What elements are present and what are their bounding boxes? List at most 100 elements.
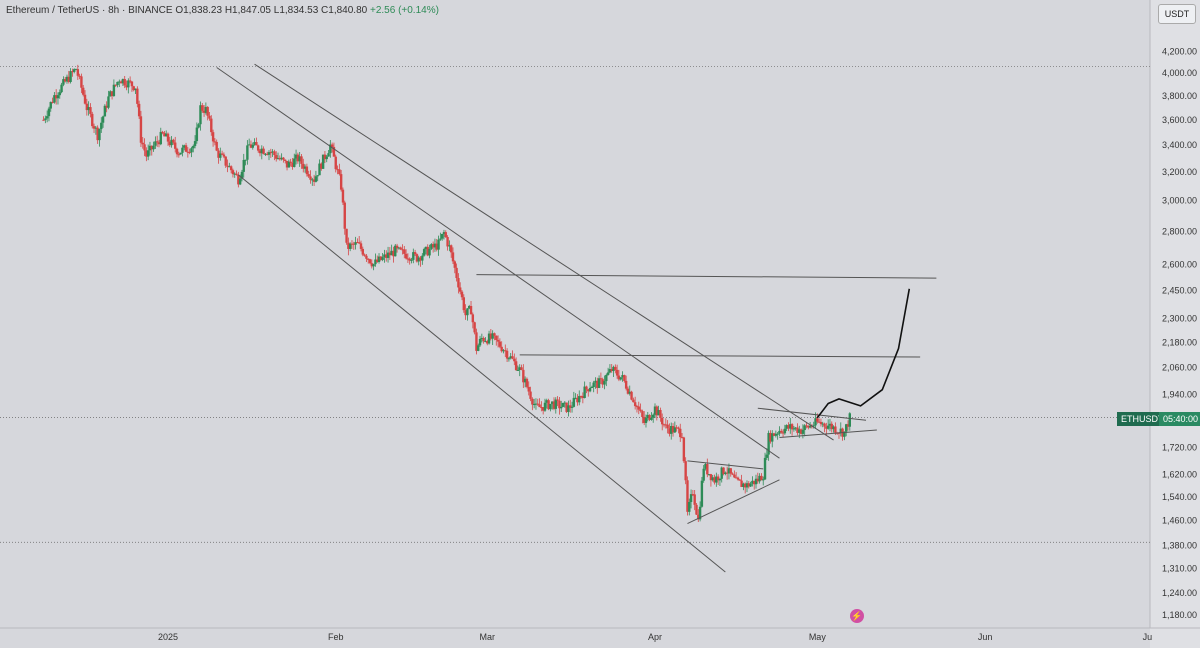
close-value: C1,840.80: [321, 5, 368, 16]
candle-body: [417, 257, 420, 262]
candle-body: [785, 425, 788, 429]
candle-body: [729, 468, 732, 474]
candle-body: [242, 159, 245, 172]
candle-body: [354, 242, 357, 245]
candle-body: [632, 399, 635, 403]
candle-body: [118, 81, 121, 83]
candle-body: [778, 430, 781, 434]
candle-body: [327, 153, 330, 157]
candle-body: [471, 314, 475, 323]
candle-body: [134, 88, 137, 91]
candle-body: [772, 433, 776, 436]
candle-body: [121, 79, 125, 84]
candle-body: [518, 367, 521, 370]
trendline-resistance-2520: [476, 274, 937, 279]
y-tick-label: 1,240.00: [1162, 588, 1197, 598]
candle-body: [388, 252, 392, 256]
candle-body: [174, 142, 177, 149]
candle-body: [460, 291, 464, 298]
candle-body: [491, 333, 494, 339]
candle-body: [271, 151, 274, 153]
candle-body: [247, 144, 251, 146]
candle-body: [255, 142, 258, 146]
candle-body: [754, 478, 758, 485]
candle-body: [639, 409, 642, 412]
candle-body: [549, 403, 552, 410]
candle-body: [278, 158, 282, 160]
candle-body: [219, 153, 222, 158]
candle-body: [291, 162, 294, 167]
candle-body: [311, 179, 314, 181]
candle-body: [424, 246, 428, 250]
candle-body: [73, 69, 76, 72]
candle-body: [763, 457, 767, 480]
candle-body: [655, 406, 659, 416]
candle-body: [419, 257, 422, 261]
candle-body: [251, 144, 254, 148]
candle-body: [285, 160, 289, 168]
candle-body: [320, 163, 323, 169]
candle-body: [670, 426, 673, 434]
candle-body: [442, 232, 446, 234]
candle-body: [316, 175, 319, 177]
candle-body: [267, 152, 271, 155]
candle-body: [431, 244, 435, 248]
candle-body: [590, 387, 594, 389]
candle-body: [435, 243, 438, 250]
candle-body: [201, 105, 204, 111]
candle-body: [314, 176, 318, 182]
candle-body: [642, 416, 646, 423]
candle-body: [823, 423, 826, 427]
candle-body: [550, 401, 554, 404]
candle-body: [457, 278, 460, 288]
candle-body: [812, 425, 815, 427]
candle-body: [276, 158, 280, 160]
candle-body: [128, 80, 132, 82]
candle-body: [323, 154, 327, 160]
candle-body: [404, 253, 408, 259]
y-tick-label: 1,380.00: [1162, 541, 1197, 551]
candle-body: [224, 156, 227, 166]
candle-body: [493, 333, 496, 336]
candle-body: [738, 479, 741, 481]
candle-body: [563, 402, 567, 404]
candle-body: [771, 433, 774, 442]
candle-body: [839, 428, 842, 433]
candle-body: [426, 246, 429, 256]
high-value: H1,847.05: [224, 5, 271, 16]
candle-body: [612, 366, 615, 372]
candle-body: [801, 430, 805, 434]
candle-body: [545, 400, 548, 403]
candle-body: [82, 87, 85, 95]
candle-body: [89, 107, 92, 114]
candle-body: [44, 118, 47, 120]
candle-body: [210, 118, 213, 133]
candle-body: [502, 350, 505, 352]
candle-body: [789, 424, 792, 429]
candle-body: [123, 79, 126, 86]
candle-body: [62, 79, 65, 85]
candle-body: [743, 483, 747, 488]
x-tick-label: Ju: [1143, 632, 1153, 642]
candle-body: [408, 258, 411, 261]
candle-body: [807, 426, 810, 428]
candle-body: [63, 79, 67, 82]
candle-body: [796, 427, 799, 433]
candle-body: [332, 146, 336, 157]
candle-body: [688, 502, 691, 512]
y-tick-label: 1,940.00: [1162, 389, 1197, 399]
candle-body: [385, 254, 388, 258]
candle-body: [504, 350, 507, 352]
candle-body: [300, 156, 303, 164]
candle-body: [767, 432, 770, 455]
candle-body: [574, 397, 577, 399]
candle-body: [137, 103, 141, 117]
candle-body: [379, 256, 383, 260]
lightning-icon[interactable]: ⚡: [850, 609, 864, 623]
currency-unit-button[interactable]: USDT: [1158, 4, 1196, 24]
candle-body: [341, 189, 345, 203]
candle-body: [161, 131, 164, 133]
candle-body: [706, 464, 709, 475]
